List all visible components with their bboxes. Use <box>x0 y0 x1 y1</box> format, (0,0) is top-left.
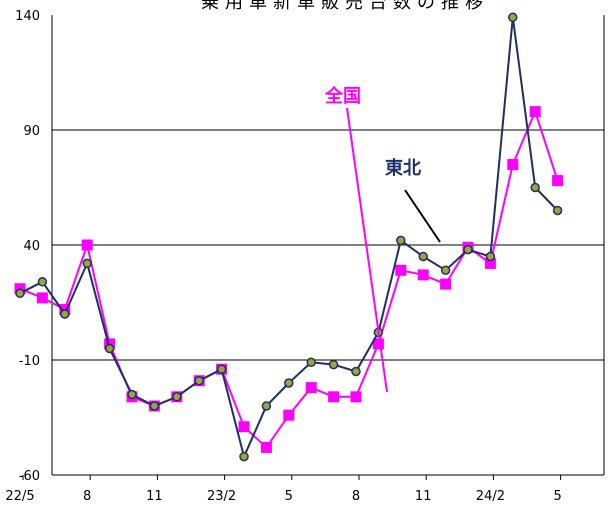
national-series-label: 全国 <box>324 85 361 107</box>
data-point-national <box>417 269 429 281</box>
data-point-national <box>529 106 541 118</box>
data-point-national <box>305 382 317 394</box>
data-point-national <box>440 278 452 290</box>
data-point-tohoku <box>508 12 518 23</box>
x-tick-label: 5 <box>285 489 293 504</box>
x-tick-label: 11 <box>146 489 163 504</box>
x-tick-label: 23/2 <box>207 489 236 504</box>
data-point-tohoku <box>149 401 160 411</box>
data-point-tohoku <box>15 288 25 299</box>
data-point-tohoku <box>37 277 48 287</box>
data-point-tohoku <box>104 343 115 354</box>
data-point-tohoku <box>82 258 92 269</box>
data-point-tohoku <box>485 251 496 262</box>
data-point-national <box>81 239 93 251</box>
series-line-national <box>19 108 559 449</box>
x-tick-label: 8 <box>352 489 360 504</box>
data-point-tohoku <box>216 364 227 374</box>
series-line-tohoku <box>19 17 559 460</box>
data-point-national <box>328 391 340 403</box>
data-point-tohoku <box>284 378 294 388</box>
data-point-national <box>238 421 250 433</box>
data-point-tohoku <box>127 389 137 400</box>
data-point-national <box>395 264 407 276</box>
data-point-tohoku <box>328 359 339 370</box>
y-tick-label: 40 <box>23 239 40 254</box>
data-point-national <box>350 391 362 403</box>
x-tick-label: 24/2 <box>476 489 505 504</box>
data-point-tohoku <box>172 392 182 402</box>
tohoku-pointer-line <box>404 189 441 243</box>
x-tick-label: 22/5 <box>5 489 34 504</box>
data-point-national <box>552 175 564 187</box>
y-axis-ticks: 140 90 40 -10 -60 <box>15 9 40 484</box>
y-tick-label: -60 <box>19 469 40 484</box>
data-point-tohoku <box>194 375 204 386</box>
data-point-national <box>260 441 272 453</box>
tohoku-series-label: 東北 <box>385 157 421 179</box>
data-point-tohoku <box>552 205 563 216</box>
data-point-tohoku <box>396 235 406 246</box>
annotation-layer: 全国 東北 <box>324 85 441 393</box>
x-tick-label: 11 <box>415 489 432 504</box>
y-tick-label: -10 <box>19 354 40 369</box>
x-tick-label: 8 <box>83 489 91 504</box>
data-point-tohoku <box>440 265 451 276</box>
data-point-national <box>283 409 295 421</box>
data-point-tohoku <box>463 244 473 255</box>
data-point-tohoku <box>418 251 428 262</box>
data-point-tohoku <box>530 182 540 193</box>
data-point-national <box>36 292 48 304</box>
grid-layer <box>22 15 605 480</box>
chart-title: 乗用車新車販売台数の推移 <box>201 0 489 13</box>
data-point-tohoku <box>261 401 272 411</box>
x-axis-ticks: 22/5 8 11 23/2 5 8 11 24/2 5 <box>5 489 561 504</box>
x-tick-label: 5 <box>553 489 561 504</box>
data-point-national <box>507 159 519 170</box>
y-tick-label: 90 <box>23 124 40 139</box>
data-point-tohoku <box>60 309 70 319</box>
data-point-tohoku <box>351 366 361 377</box>
data-point-national <box>484 257 496 269</box>
series-layer <box>14 12 564 462</box>
y-tick-label: 140 <box>15 9 40 24</box>
national-pointer-line <box>346 107 388 393</box>
data-point-tohoku <box>239 451 249 462</box>
data-point-tohoku <box>306 357 316 368</box>
data-point-national <box>372 338 384 350</box>
